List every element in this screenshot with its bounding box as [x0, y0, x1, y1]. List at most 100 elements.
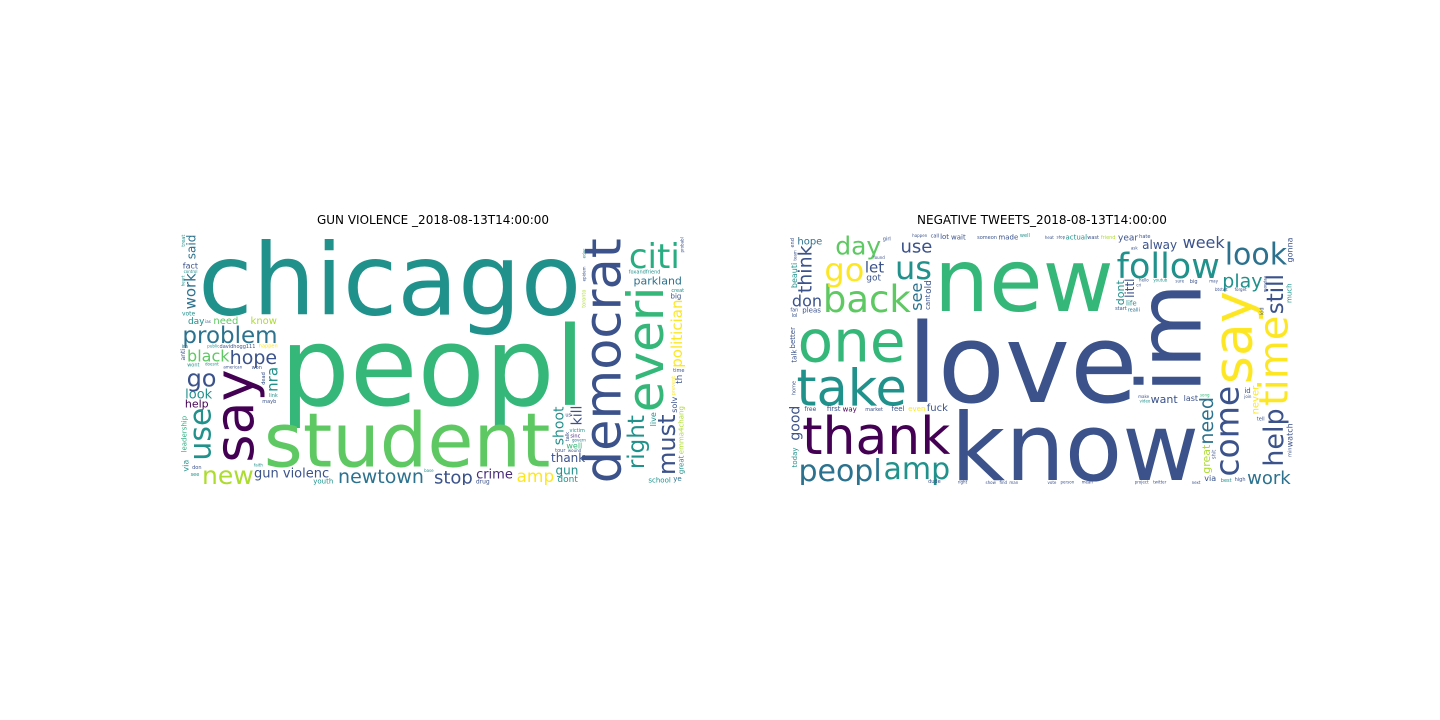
word-heart: heart: [181, 275, 186, 286]
word-min: min: [1287, 448, 1293, 457]
word-dont: dont: [1114, 280, 1127, 306]
word-won: won: [252, 365, 262, 371]
word-stop: stop: [1057, 234, 1066, 239]
word-gun-violenc: gun violenc: [254, 466, 329, 481]
word-govern: govern: [572, 438, 586, 443]
word-thank: thank: [551, 451, 585, 465]
word-dont: dont: [557, 475, 578, 485]
word-never: never: [1251, 385, 1262, 415]
word-im: im: [1119, 283, 1222, 393]
word-davidhogg111: davidhogg111: [220, 344, 256, 350]
word-end: end: [790, 238, 796, 247]
word-tell: tell: [1257, 416, 1265, 422]
word-let: let: [865, 259, 884, 277]
word-everi: everi: [617, 287, 675, 413]
word-big: big: [671, 292, 682, 300]
word-go: go: [824, 251, 864, 289]
word-girl: girl: [883, 237, 891, 243]
word-got: got: [866, 274, 881, 284]
word-see: see: [191, 472, 200, 478]
word-start: start: [1115, 306, 1127, 312]
word-ias: ias: [205, 319, 211, 324]
word-need: need: [213, 316, 238, 327]
word-time: time: [1252, 316, 1295, 406]
word-vote: vote: [1048, 480, 1057, 485]
word-dude: dude: [928, 479, 941, 485]
word-must: must: [653, 414, 681, 475]
word-problem: problem: [182, 323, 277, 349]
word-link: link: [269, 393, 278, 399]
word-thank: thank: [802, 407, 950, 467]
word-via: via: [181, 460, 190, 472]
word-go: go: [187, 365, 217, 393]
word-epidem: epidem: [582, 266, 587, 281]
word-look: look: [185, 387, 213, 402]
word-help: help: [185, 398, 209, 411]
word-may: may: [1209, 279, 1218, 284]
word-twitter: twitter: [1153, 480, 1167, 485]
word-amp: amp: [884, 452, 951, 485]
word-mean: mean: [1082, 480, 1094, 485]
word-good: good: [789, 406, 804, 441]
word-wont: wont: [187, 363, 199, 369]
word-team: team: [793, 250, 798, 260]
word-parkland: parkland: [634, 275, 682, 288]
word-talk: talk: [565, 432, 571, 441]
word-monday: monday: [1262, 275, 1267, 292]
word-democrat: democrat: [575, 238, 634, 483]
word-probabl: probabl: [680, 237, 685, 252]
word-peopl: peopl: [798, 454, 881, 485]
word-control: control: [184, 269, 198, 274]
word-take: take: [797, 359, 907, 418]
word-beauti: beauti: [790, 263, 799, 288]
word-next: next: [1192, 480, 1201, 485]
word-know: know: [251, 316, 277, 327]
word-gun: gun: [555, 463, 578, 477]
word-watch: watch: [1285, 423, 1294, 447]
word-actual: actual: [1065, 234, 1087, 242]
word-kid: kid: [1260, 307, 1266, 314]
word-kill: kill: [569, 406, 585, 426]
word-us: us: [895, 249, 932, 287]
word-first: first: [827, 405, 841, 413]
word-year: year: [1118, 234, 1138, 244]
word-project: project: [1135, 480, 1149, 485]
word-peopl: peopl: [280, 303, 585, 431]
word-lot: lot: [940, 233, 949, 241]
word-gonna: gonna: [1286, 237, 1295, 262]
word-right: right: [958, 480, 968, 485]
word-crime: crime: [476, 468, 513, 483]
word-school: school: [648, 477, 670, 485]
word-newtown: newtown: [338, 466, 424, 485]
word-creat: creat: [671, 288, 684, 294]
word-song: song: [1200, 392, 1210, 397]
word-sure: sure: [1175, 278, 1184, 283]
word-right: right: [624, 415, 650, 469]
word-great: great: [1200, 444, 1213, 474]
word-think: think: [795, 245, 817, 293]
word-pleas: pleas: [802, 307, 821, 315]
word-work: work: [1247, 468, 1291, 485]
word-said: said: [184, 235, 198, 260]
word-hope: hope: [797, 236, 822, 247]
word-talk: talk: [790, 349, 798, 363]
word-someon: someon: [977, 235, 997, 241]
word-realli: realli: [1128, 307, 1140, 313]
word-doesnt: doesnt: [205, 362, 219, 367]
word-heat: heat: [1045, 235, 1054, 240]
word-use: use: [183, 408, 218, 461]
word-youtub: youtub: [1153, 277, 1167, 282]
word-day: day: [835, 232, 881, 261]
word-solv: solv: [670, 396, 679, 412]
word-old: old: [924, 280, 934, 294]
word-video: video: [1139, 398, 1150, 403]
word-id: id: [1244, 387, 1250, 395]
word-big: big: [1190, 279, 1198, 285]
word-friend: friend: [1101, 235, 1116, 241]
word-us: us: [565, 413, 571, 419]
word-fuck: fuck: [927, 403, 948, 414]
word-market: market: [865, 407, 883, 413]
word-want: want: [1151, 393, 1179, 406]
word-one: one: [798, 308, 906, 376]
